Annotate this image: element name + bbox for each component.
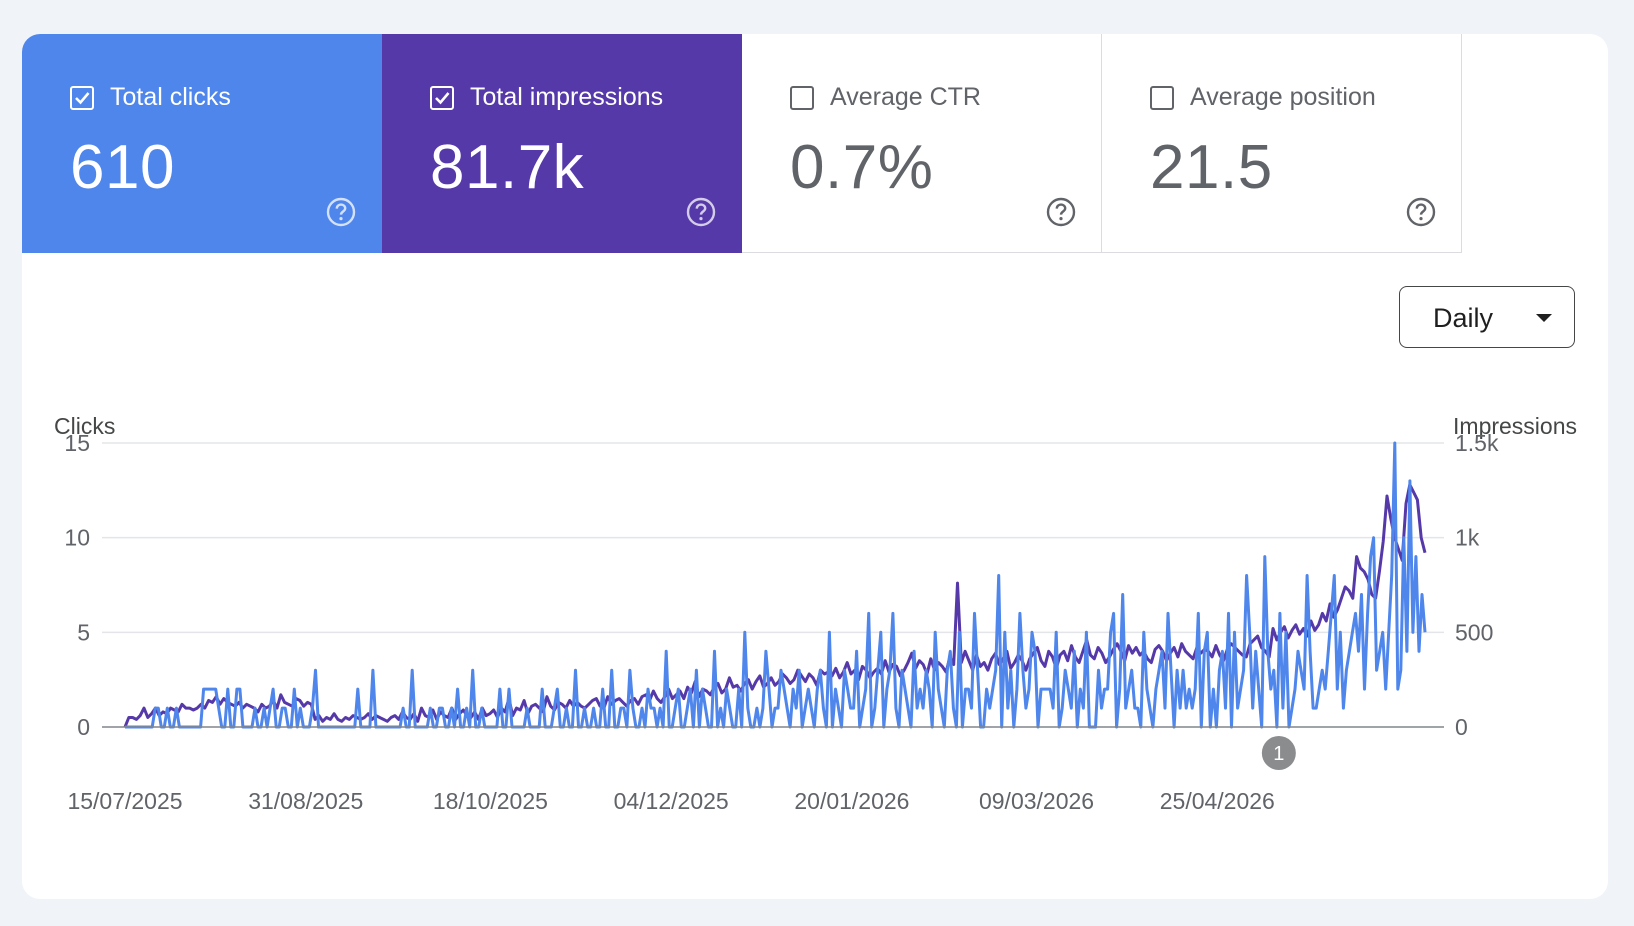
metric-value: 21.5: [1150, 133, 1273, 202]
left-axis-title: Clicks: [54, 413, 115, 439]
metric-value: 610: [70, 133, 175, 202]
metric-value: 0.7%: [790, 133, 934, 202]
performance-chart: Clicks Impressions 0 5 10 15 0 500 1k 1.5k 15/…: [54, 413, 1577, 814]
left-tick-label: 10: [64, 525, 90, 551]
performance-card: Total clicks 610 Total impressions 81.7k…: [22, 34, 1608, 899]
metric-label: Total impressions: [470, 83, 664, 111]
metric-label: Total clicks: [110, 83, 231, 111]
chevron-down-icon: [1536, 314, 1552, 322]
metric-tabs: Total clicks 610 Total impressions 81.7k…: [22, 34, 1462, 253]
x-tick-label: 20/01/2026: [794, 788, 909, 814]
metric-label: Average CTR: [830, 83, 981, 111]
dropdown-selected-value: Daily: [1433, 303, 1494, 333]
left-axis-ticks: 0 5 10 15: [64, 430, 90, 740]
left-tick-label: 5: [77, 619, 90, 645]
right-tick-label: 1k: [1455, 525, 1480, 551]
metric-label: Average position: [1190, 83, 1376, 111]
left-tick-label: 0: [77, 714, 90, 740]
help-icon[interactable]: [1405, 196, 1437, 228]
granularity-dropdown[interactable]: Daily: [1399, 286, 1575, 348]
help-icon[interactable]: [1045, 196, 1077, 228]
metric-average-ctr[interactable]: Average CTR 0.7%: [742, 34, 1102, 253]
x-tick-label: 04/12/2025: [614, 788, 729, 814]
annotation-label: 1: [1273, 743, 1284, 765]
right-axis-ticks: 0 500 1k 1.5k: [1455, 430, 1499, 740]
right-tick-label: 1.5k: [1455, 430, 1499, 456]
checkbox-unchecked-icon[interactable]: [790, 86, 814, 110]
metric-value: 81.7k: [430, 133, 585, 202]
annotation-circle: [1261, 736, 1296, 770]
x-tick-label: 09/03/2026: [979, 788, 1094, 814]
right-tick-label: 500: [1455, 619, 1493, 645]
x-tick-label: 25/04/2026: [1160, 788, 1275, 814]
metric-total-clicks[interactable]: Total clicks 610: [22, 34, 382, 253]
right-tick-label: 0: [1455, 714, 1468, 740]
x-tick-label: 31/08/2025: [248, 788, 363, 814]
checkbox-checked-icon[interactable]: [430, 86, 454, 110]
checkbox-checked-icon[interactable]: [70, 86, 94, 110]
x-tick-label: 18/10/2025: [433, 788, 548, 814]
metric-average-position[interactable]: Average position 21.5: [1102, 34, 1462, 253]
x-tick-label: 15/07/2025: [67, 788, 182, 814]
metric-total-impressions[interactable]: Total impressions 81.7k: [382, 34, 742, 253]
x-axis-ticks: 15/07/2025 31/08/2025 18/10/2025 04/12/2025…: [67, 788, 1274, 814]
gridlines: [102, 442, 1444, 634]
annotation-marker[interactable]: 1: [1261, 736, 1296, 770]
checkbox-unchecked-icon[interactable]: [1150, 86, 1174, 110]
help-icon[interactable]: [685, 196, 717, 228]
help-icon[interactable]: [325, 196, 357, 228]
left-tick-label: 15: [64, 430, 90, 456]
right-axis-title: Impressions: [1453, 413, 1577, 439]
